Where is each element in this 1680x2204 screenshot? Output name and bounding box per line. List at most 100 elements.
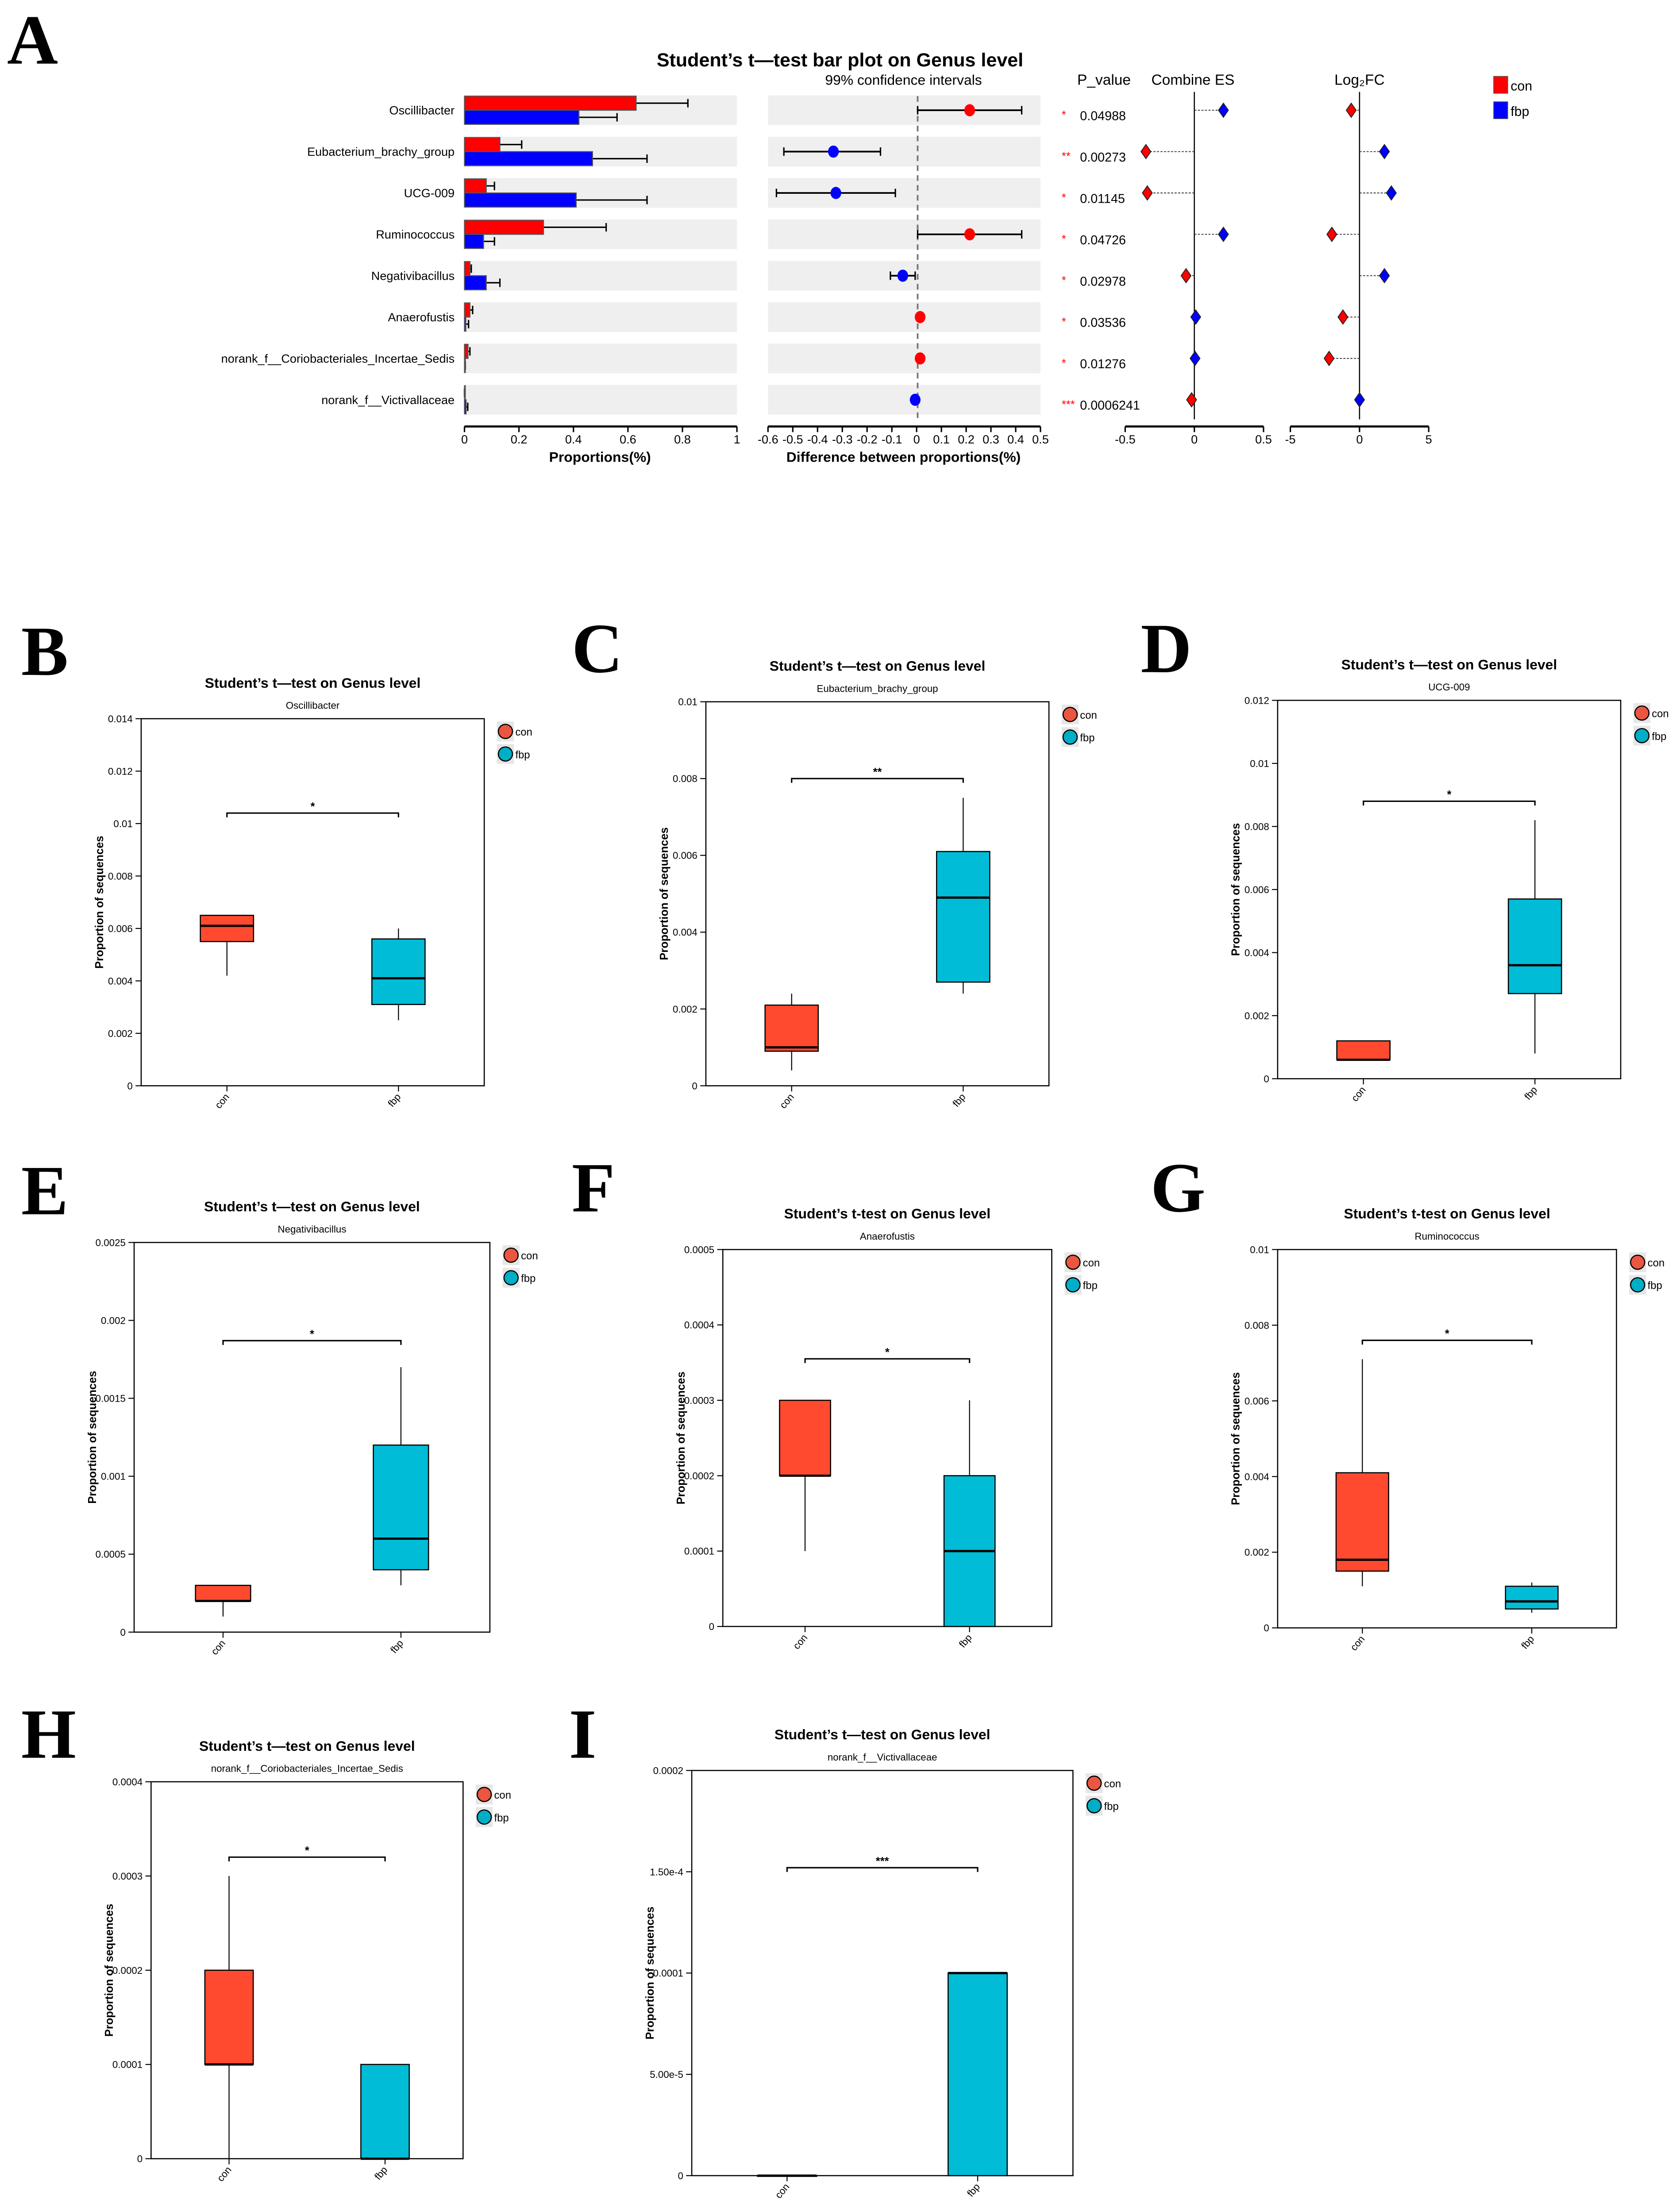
y-tick-label: 0.0001 — [653, 1968, 683, 1979]
panel-i-chart: Student’s t—test on Genus level norank_f_… — [644, 1726, 1121, 2200]
y-tick-label: 0 — [1264, 1073, 1269, 1084]
y-tick-label: 0.0004 — [112, 1776, 143, 1788]
y-tick-label: 0.002 — [1245, 1010, 1269, 1021]
chart-subtitle: UCG-009 — [1428, 682, 1470, 693]
legend-dot-con — [1062, 707, 1078, 722]
significance-stars: * — [311, 801, 315, 813]
chart-subtitle: Oscillibacter — [286, 700, 340, 711]
p-value-stars: * — [1062, 192, 1066, 204]
significance-bracket — [226, 812, 399, 817]
x-tick-label: fbp — [388, 1638, 405, 1655]
chart-subtitle: Eubacterium_brachy_group — [817, 683, 938, 694]
con-box — [195, 1584, 251, 1602]
proportions-tick-label: 0.4 — [565, 432, 582, 446]
genus-label: norank_f__Victivallaceae — [321, 393, 455, 407]
plot-frame — [1277, 1249, 1617, 1629]
y-axis-label: Proportion of sequences — [86, 1371, 99, 1503]
legend-dot-fbp — [503, 1270, 519, 1286]
y-tick-label: 0.0001 — [684, 1546, 714, 1557]
legend-swatch-fbp — [1493, 101, 1508, 119]
log2fc-point — [1386, 185, 1397, 201]
p-value-stars: * — [1062, 109, 1066, 121]
chart-subtitle: norank_f__Coriobacteriales_Incertae_Sedi… — [211, 1763, 403, 1774]
genus-label: Oscillibacter — [389, 104, 455, 117]
chart-title: Student’s t-test on Genus level — [1344, 1206, 1550, 1221]
y-tick-label: 0.01 — [678, 697, 697, 708]
x-tick-label: con — [778, 1091, 796, 1111]
panel-label-I: I — [569, 1695, 597, 1773]
p-value: 0.02978 — [1080, 274, 1126, 289]
panel-label-G: G — [1151, 1149, 1206, 1227]
genus-label: Negativibacillus — [371, 269, 455, 283]
fbp-box — [936, 851, 990, 983]
genus-label: Anaerofustis — [388, 310, 455, 324]
ci-point — [964, 104, 975, 116]
significance-bracket — [791, 778, 964, 783]
y-tick-label: 0.01 — [113, 818, 132, 829]
p-value-stars: * — [1062, 357, 1066, 370]
combine-es-header: Combine ES — [1151, 72, 1234, 89]
p-value-stars: ** — [1062, 150, 1071, 163]
panel-d-chart: Student’s t—test on Genus level UCG-009 0 0… — [1230, 656, 1669, 1103]
ci-tick-label: 0.1 — [933, 432, 950, 446]
y-tick-label: 0.006 — [1245, 1395, 1269, 1406]
chart-title: Student’s t—test on Genus level — [770, 658, 986, 674]
con-box — [779, 1399, 831, 1476]
p-value: 0.0006241 — [1080, 399, 1140, 413]
con-box — [1336, 1040, 1391, 1060]
x-tick-label: con — [215, 2164, 233, 2184]
proportions-tick-label: 0.2 — [511, 432, 528, 446]
panel-label-D: D — [1141, 610, 1191, 688]
con-box — [204, 1969, 254, 2065]
fbp-bar — [464, 316, 466, 332]
ci-tick-label: 0.4 — [1007, 432, 1024, 446]
y-tick-label: 0 — [127, 1080, 132, 1091]
plot-frame — [1277, 700, 1622, 1079]
y-tick-label: 0.012 — [108, 766, 133, 777]
fbp-box — [371, 938, 426, 1005]
log2fc-point — [1323, 351, 1335, 366]
ci-point — [964, 228, 975, 241]
fbp-box — [373, 1444, 429, 1571]
fbp-bar — [464, 151, 593, 166]
plot-frame — [705, 701, 1050, 1087]
row-band — [768, 302, 1040, 332]
row-band — [464, 302, 737, 332]
y-tick-label: 0 — [692, 1080, 697, 1091]
y-tick-label: 0.0002 — [653, 1765, 683, 1776]
ci-tick-label: -0.6 — [758, 432, 778, 446]
chart-subtitle: norank_f__Victivallaceae — [828, 1752, 937, 1763]
panel-label-B: B — [21, 613, 68, 690]
x-tick-label: con — [773, 2181, 791, 2201]
legend-label: con — [515, 726, 532, 738]
es-point — [1190, 309, 1202, 325]
y-tick-label: 0.006 — [108, 923, 133, 934]
x-tick-label: fbp — [957, 1632, 974, 1650]
legend-dot-fbp — [1086, 1798, 1102, 1814]
legend-label: con — [521, 1250, 538, 1262]
fbp-bar — [464, 234, 484, 249]
legend-dot-con — [497, 724, 513, 739]
con-box — [200, 914, 254, 942]
panel-c-chart: Student’s t—test on Genus level Eubacteri… — [658, 658, 1097, 1110]
panel-e-chart: Student’s t—test on Genus level Negativib… — [86, 1198, 538, 1657]
legend-dot-con — [476, 1787, 492, 1802]
x-tick-label: fbp — [1519, 1634, 1536, 1651]
plot-frame — [150, 1781, 464, 2159]
panel-label-F: F — [572, 1149, 615, 1227]
y-tick-label: 0.0003 — [684, 1395, 714, 1406]
legend-dot-con — [1630, 1254, 1645, 1270]
legend-label: con — [494, 1789, 511, 1801]
p-value: 0.01145 — [1080, 192, 1125, 206]
combine-es-tick-label: 0.5 — [1255, 432, 1272, 446]
log2fc-point — [1337, 309, 1349, 325]
y-tick-label: 0 — [1264, 1622, 1269, 1634]
significance-bracket — [804, 1358, 971, 1363]
x-tick-label: fbp — [950, 1091, 967, 1109]
legend-swatch-con — [1493, 76, 1508, 94]
ci-tick-label: -0.2 — [857, 432, 878, 446]
p-value-stars: * — [1062, 316, 1066, 328]
row-band — [464, 261, 737, 291]
y-tick-label: 1.50e-4 — [650, 1866, 683, 1877]
x-tick-label: con — [1349, 1084, 1368, 1104]
